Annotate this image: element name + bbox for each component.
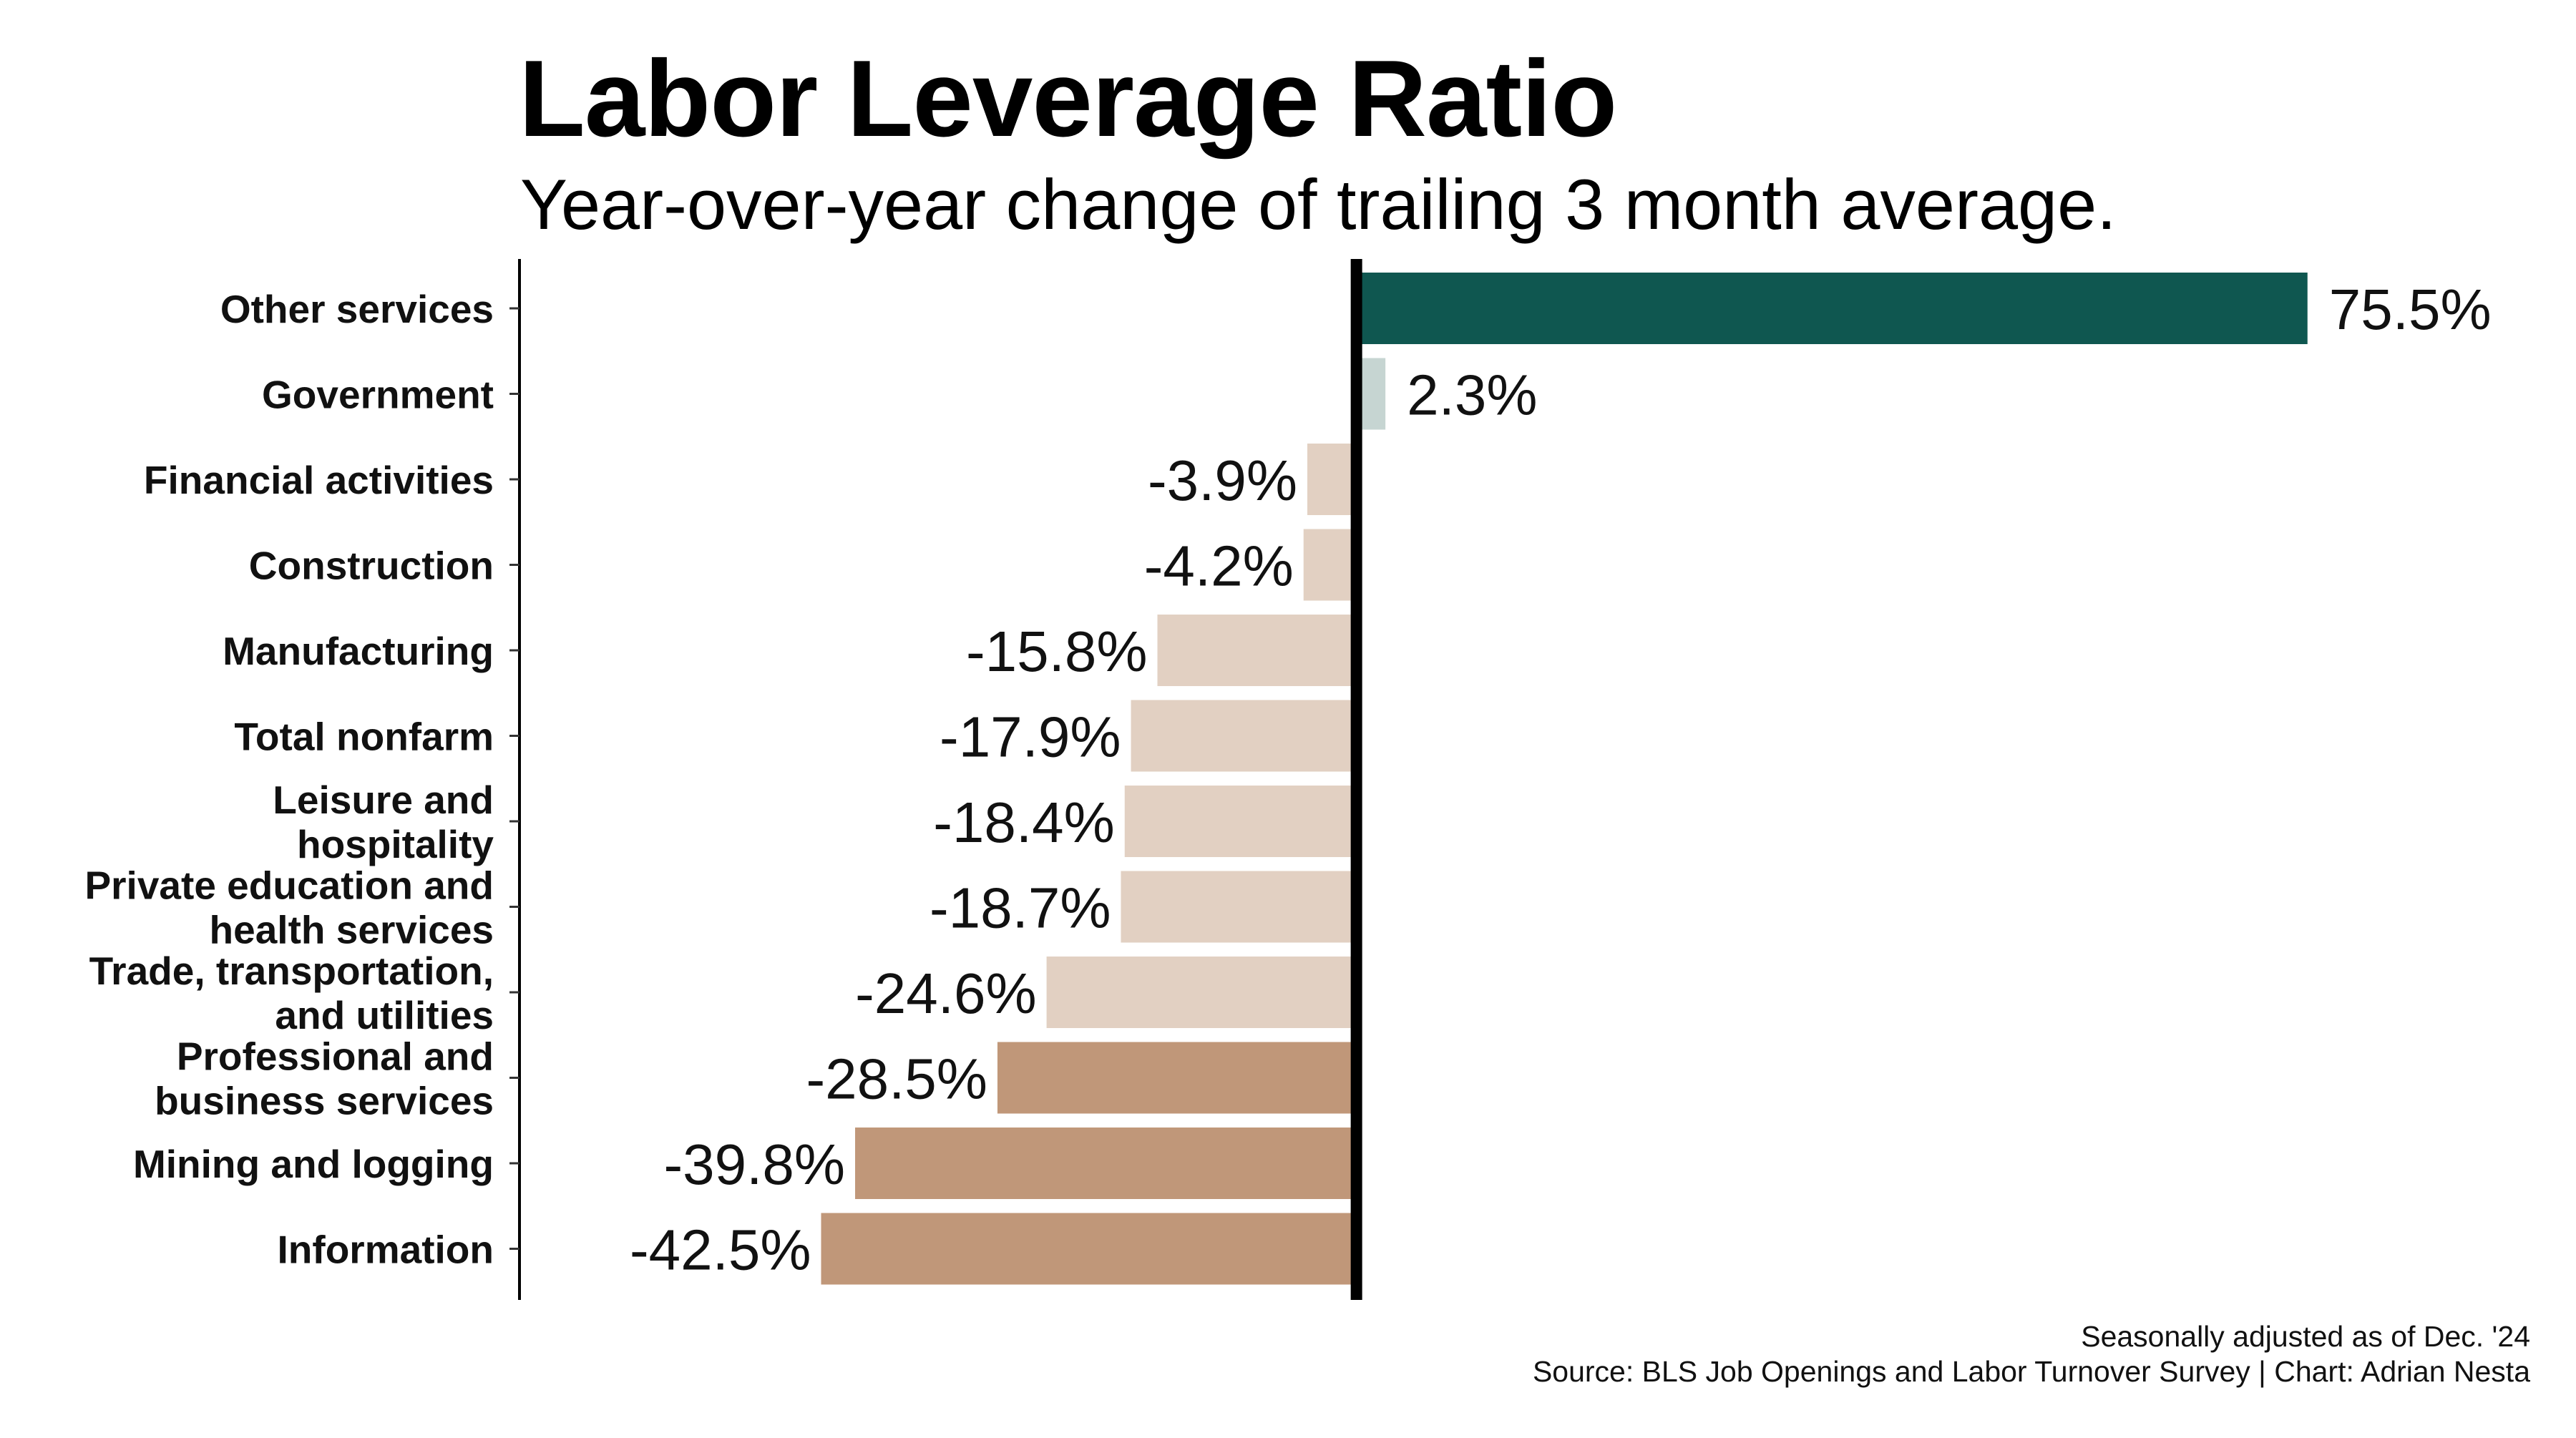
bar [1303,529,1357,601]
category-label: Other services [220,287,494,331]
bar [1157,615,1357,686]
category-label-line: Government [262,373,494,417]
category-label-line: hospitality [297,822,494,866]
category-label: Financial activities [144,458,494,502]
caption-adjustment-note: Seasonally adjusted as of Dec. '24 [2081,1320,2530,1353]
category-label-line: health services [210,908,494,952]
bar [1046,957,1357,1028]
bar [1307,444,1357,515]
chart-subtitle: Year-over-year change of trailing 3 mont… [520,165,2117,244]
value-label: -15.8% [966,620,1147,683]
value-label: -18.4% [933,791,1114,854]
category-label: Government [262,373,494,417]
category-label: Mining and logging [133,1142,494,1186]
value-label: -24.6% [855,962,1036,1025]
category-label-line: Professional and [177,1035,494,1079]
bar [1356,273,2308,344]
category-label-line: Construction [249,544,494,588]
value-label: -39.8% [664,1133,845,1196]
category-label-line: business services [155,1079,494,1123]
bar [997,1042,1357,1114]
value-label: -42.5% [630,1218,811,1282]
category-label-line: Information [278,1228,494,1272]
category-label-line: Mining and logging [133,1142,494,1186]
category-label: Leisure and hospitality [273,778,494,866]
category-label-line: Total nonfarm [234,715,494,759]
value-label: -4.2% [1144,534,1294,598]
bar [821,1213,1357,1285]
bar [1121,871,1357,943]
category-label: Trade, transportation, and utilities [89,949,494,1037]
category-label: Professional and business services [155,1035,494,1123]
category-label: Manufacturing [223,629,494,673]
category-label-line: Leisure and [273,778,494,822]
value-label: -3.9% [1148,449,1297,512]
category-label: Private education and health services [84,864,494,952]
bar [1124,786,1357,857]
value-label: 75.5% [2329,278,2492,341]
bar [855,1128,1357,1199]
category-label-line: Manufacturing [223,629,494,673]
category-label-line: Financial activities [144,458,494,502]
category-label: Construction [249,544,494,588]
value-label: 2.3% [1407,363,1537,427]
category-label: Total nonfarm [234,715,494,759]
bar [1131,700,1357,772]
caption-source: Source: BLS Job Openings and Labor Turno… [1532,1355,2530,1388]
category-label-line: and utilities [275,993,494,1037]
chart-title: Labor Leverage Ratio [519,38,1617,160]
value-label: -28.5% [806,1047,987,1111]
category-label-line: Private education and [84,864,494,908]
category-label-line: Trade, transportation, [89,949,494,993]
value-label: -17.9% [940,705,1121,769]
value-label: -18.7% [930,876,1111,940]
category-label-line: Other services [220,287,494,331]
category-label: Information [278,1228,494,1272]
